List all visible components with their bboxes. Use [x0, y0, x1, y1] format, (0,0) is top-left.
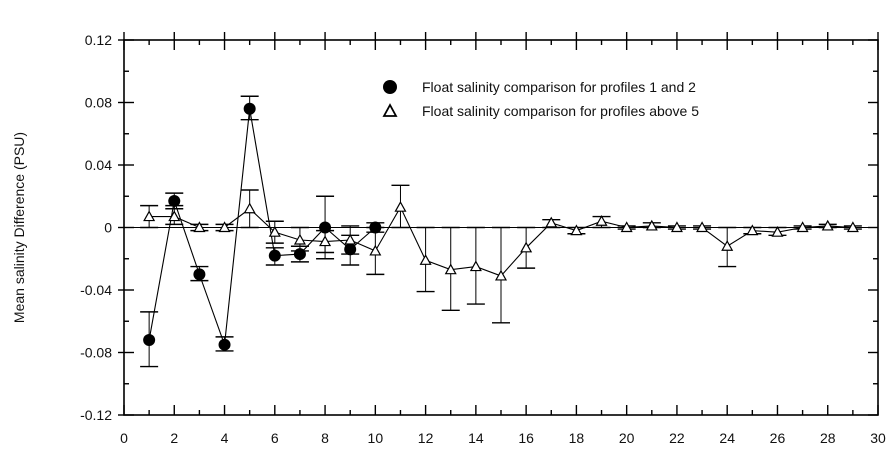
data-point-triangle — [796, 221, 809, 233]
y-tick-label: -0.12 — [80, 407, 112, 423]
data-point-triangle — [620, 221, 633, 233]
data-point-triangle — [394, 200, 407, 212]
y-tick-label: -0.04 — [80, 282, 112, 298]
legend-label: Float salinity comparison for profiles 1… — [422, 79, 696, 95]
x-tick-label: 26 — [770, 430, 786, 446]
legend-marker-triangle — [382, 103, 398, 117]
data-point-triangle — [545, 216, 558, 228]
data-point-triangle — [344, 233, 357, 245]
x-tick-label: 2 — [170, 430, 178, 446]
data-point-triangle — [168, 210, 181, 222]
y-tick-label: -0.08 — [80, 345, 112, 361]
legend: Float salinity comparison for profiles 1… — [382, 79, 699, 119]
data-point-triangle — [444, 263, 457, 275]
series-line-1 — [148, 108, 376, 345]
x-tick-label: 4 — [221, 430, 229, 446]
data-point-triangle — [369, 244, 382, 256]
data-point-triangle — [319, 235, 332, 247]
data-point-triangle — [595, 215, 608, 226]
data-point-triangle — [243, 202, 256, 214]
x-tick-label: 0 — [120, 430, 128, 446]
data-point-circle — [293, 248, 306, 261]
x-tick-label: 18 — [569, 430, 585, 446]
data-point-triangle — [645, 219, 658, 231]
x-tick-label: 6 — [271, 430, 279, 446]
data-point-triangle — [846, 221, 859, 233]
x-tick-label: 24 — [719, 430, 735, 446]
data-point-circle — [168, 194, 181, 207]
x-tick-label: 8 — [321, 430, 329, 446]
data-point-triangle — [143, 210, 156, 222]
x-tick-label: 22 — [669, 430, 685, 446]
data-point-triangle — [520, 241, 533, 253]
axis-tick-labels: 0 2 4 6 8 10 12 14 16 18 20 22 24 26 28 30-0.12-0.08-0.… — [80, 32, 886, 446]
x-tick-label: 10 — [368, 430, 384, 446]
data-point-triangle — [771, 225, 784, 237]
data-point-circle — [243, 102, 256, 115]
data-point-triangle — [193, 221, 206, 233]
legend-marker-circle — [383, 80, 397, 94]
data-point-triangle — [268, 225, 281, 237]
data-point-circle — [319, 221, 332, 234]
data-point-circle — [143, 334, 156, 346]
y-tick-label: 0.12 — [85, 32, 112, 48]
axis-ticks — [118, 32, 879, 416]
legend-label: Float salinity comparison for profiles a… — [422, 103, 699, 119]
x-tick-label: 28 — [820, 430, 836, 446]
data-point-circle — [369, 221, 382, 234]
data-point-triangle — [218, 221, 231, 233]
x-tick-label: 12 — [418, 430, 434, 446]
data-point-circle — [218, 338, 231, 351]
data-point-circle — [268, 249, 281, 262]
x-tick-label: 30 — [870, 430, 886, 446]
data-point-triangle — [419, 254, 432, 265]
x-tick-label: 14 — [468, 430, 484, 446]
x-tick-label: 20 — [619, 430, 635, 446]
y-tick-label: 0.08 — [85, 95, 112, 111]
data-point-triangle — [746, 224, 759, 236]
data-point-circle — [193, 268, 206, 281]
data-point-triangle — [469, 260, 482, 272]
data-point-triangle — [570, 224, 583, 236]
data-point-triangle — [293, 233, 306, 245]
data-point-triangle — [670, 221, 683, 233]
data-points — [143, 102, 859, 351]
data-point-triangle — [494, 269, 508, 281]
data-point-circle — [344, 243, 357, 256]
y-axis-label: Mean salinity Difference (PSU) — [11, 132, 27, 323]
x-tick-label: 16 — [518, 430, 534, 446]
y-tick-label: 0.04 — [85, 157, 112, 173]
y-tick-label: 0 — [104, 220, 112, 236]
data-point-triangle — [696, 221, 709, 233]
data-point-triangle — [821, 219, 834, 231]
data-point-triangle — [721, 240, 734, 251]
